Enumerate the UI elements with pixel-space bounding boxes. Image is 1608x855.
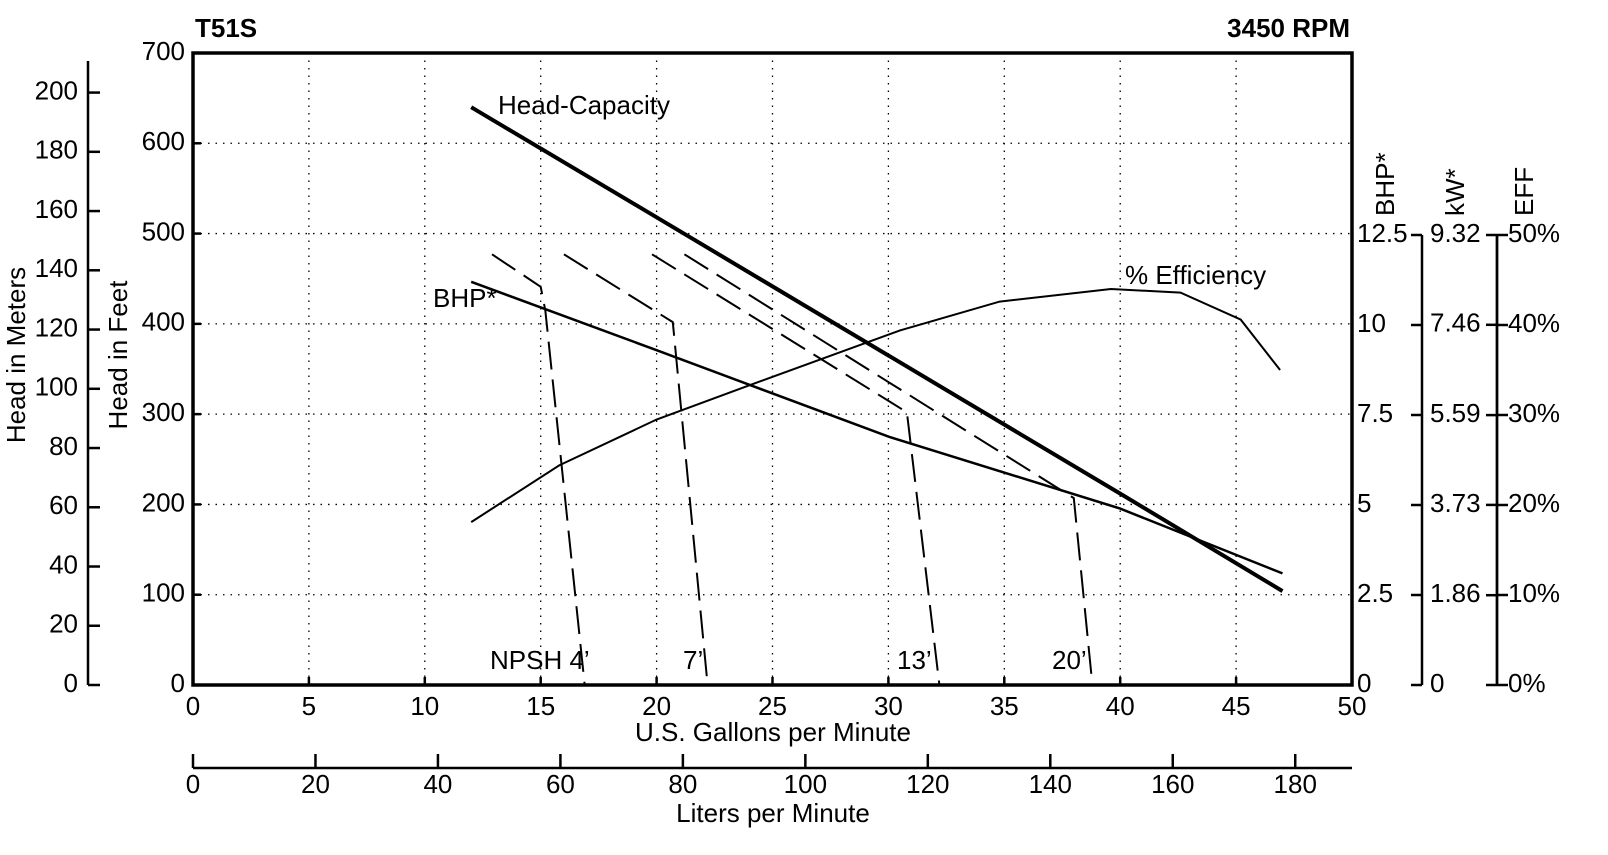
series-line [470,105,1284,593]
y_bhp-tick-label: 0 [1357,668,1371,698]
series-label: 7’ [683,645,703,675]
chart-subtitle: 3450 RPM [1227,13,1350,43]
series-line [470,280,1283,575]
series-label: NPSH 4’ [490,645,590,675]
series-line [683,253,1094,686]
chart-title: T51S [195,13,257,43]
x-tick-label: 50 [1338,691,1367,721]
y_bhp-tick-label: 5 [1357,488,1371,518]
series-line [491,253,586,686]
y-tick-label: 700 [142,36,185,66]
y_eff-tick-label: 10% [1508,578,1560,608]
series-line [470,287,1281,523]
series-line [651,253,941,686]
x2-tick-label: 0 [186,769,200,799]
x-tick-label: 45 [1222,691,1251,721]
y_eff-tick-label: 20% [1508,488,1560,518]
y-tick-label: 200 [142,487,185,517]
meters-tick-label: 100 [35,372,78,402]
y_kw-tick-label: 0 [1430,668,1444,698]
series-label: 13’ [897,645,932,675]
x-tick-label: 40 [1106,691,1135,721]
y-tick-label: 300 [142,397,185,427]
x-axis-label: U.S. Gallons per Minute [635,717,911,747]
meters-tick-label: 200 [35,75,78,105]
series-label: 20’ [1052,645,1087,675]
meters-tick-label: 120 [35,312,78,342]
series-label: Head-Capacity [498,90,670,120]
x2-tick-label: 100 [784,769,827,799]
x2-tick-label: 160 [1151,769,1194,799]
y_eff-tick-label: 40% [1508,308,1560,338]
x2-tick-label: 60 [546,769,575,799]
y_eff-tick-label: 50% [1508,218,1560,248]
meters-axis-label: Head in Meters [1,267,31,443]
meters-tick-label: 180 [35,135,78,165]
y_kw-tick-label: 5.59 [1430,398,1481,428]
x-tick-label: 15 [526,691,555,721]
meters-tick-label: 0 [64,668,78,698]
x2-tick-label: 80 [668,769,697,799]
y_kw-tick-label: 9.32 [1430,218,1481,248]
series-label: BHP* [433,283,497,313]
x2-axis-label: Liters per Minute [676,798,870,828]
y-axis-label: Head in Feet [103,280,133,430]
kw-axis-label: kW* [1440,168,1470,216]
x-tick-label: 30 [874,691,903,721]
series-line [563,253,709,686]
meters-tick-label: 40 [49,549,78,579]
x-tick-label: 0 [186,691,200,721]
x2-tick-label: 140 [1029,769,1072,799]
y_bhp-tick-label: 12.5 [1357,218,1408,248]
x-tick-label: 20 [642,691,671,721]
x-tick-label: 35 [990,691,1019,721]
x2-tick-label: 20 [301,769,330,799]
y_eff-tick-label: 0% [1508,668,1546,698]
y-tick-label: 600 [142,126,185,156]
x2-tick-label: 180 [1274,769,1317,799]
y_kw-tick-label: 1.86 [1430,578,1481,608]
y_eff-tick-label: 30% [1508,398,1560,428]
x-tick-label: 25 [758,691,787,721]
y-tick-label: 0 [171,668,185,698]
meters-tick-label: 20 [49,609,78,639]
y_bhp-tick-label: 10 [1357,308,1386,338]
meters-tick-label: 160 [35,194,78,224]
x-tick-label: 10 [410,691,439,721]
eff-axis-label: EFF [1509,167,1539,216]
meters-tick-label: 140 [35,253,78,283]
y-tick-label: 500 [142,216,185,246]
y-tick-label: 100 [142,578,185,608]
meters-tick-label: 60 [49,490,78,520]
y_kw-tick-label: 7.46 [1430,308,1481,338]
bhp-axis-label: BHP* [1370,152,1400,216]
y_kw-tick-label: 3.73 [1430,488,1481,518]
series-label: % Efficiency [1125,260,1266,290]
y-tick-label: 400 [142,307,185,337]
y_bhp-tick-label: 7.5 [1357,398,1393,428]
meters-tick-label: 80 [49,431,78,461]
y_bhp-tick-label: 2.5 [1357,578,1393,608]
x2-tick-label: 120 [906,769,949,799]
x2-tick-label: 40 [423,769,452,799]
x-tick-label: 5 [302,691,316,721]
plot-frame [191,51,1354,687]
